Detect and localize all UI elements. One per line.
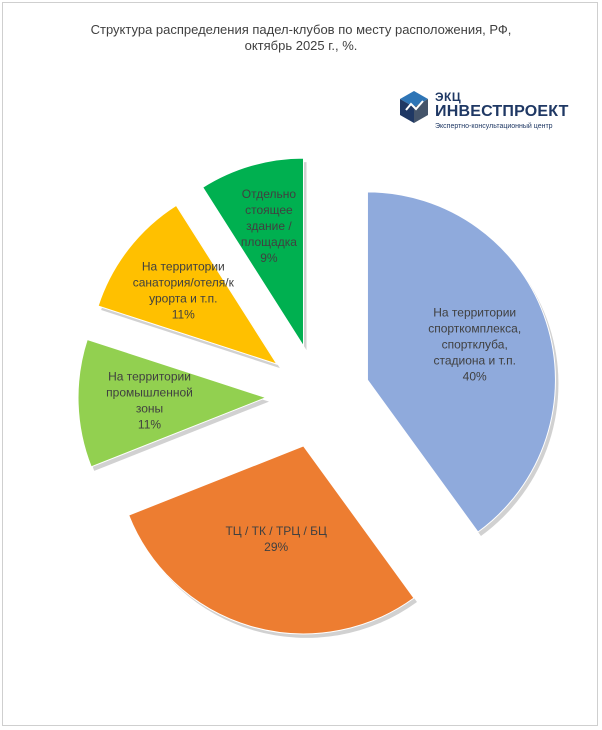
slice-label: урорта и т.п. — [149, 292, 217, 306]
slice-label: зоны — [136, 401, 163, 415]
slice-label: 40% — [463, 369, 487, 383]
logo-cube-icon — [400, 91, 428, 123]
company-logo: ЭКЦ ИНВЕСТПРОЕКТ Экспертно-консультацион… — [398, 90, 578, 134]
slice-label: санатория/отеля/к — [133, 276, 235, 290]
slice-label: стоящее — [245, 203, 293, 217]
slice-label: На территории — [433, 305, 516, 319]
logo-line-1: ЭКЦ — [435, 90, 462, 104]
slice-label: площадка — [241, 235, 297, 249]
pie-slice — [128, 445, 415, 635]
chart-title-line-2: октябрь 2025 г., %. — [244, 38, 358, 53]
slice-label: На территории — [108, 369, 191, 383]
pie-slice — [202, 157, 304, 348]
slice-label: На территории — [142, 260, 225, 274]
logo-line-3: Экспертно-консультационный центр — [435, 123, 553, 130]
slice-label: Отдельно — [242, 187, 297, 201]
slice-label: 11% — [138, 417, 161, 431]
slice-label: стадиона и т.п. — [433, 353, 515, 367]
pie-slice — [97, 204, 279, 366]
slice-label: 29% — [264, 540, 288, 554]
logo-line-2: ИНВЕСТПРОЕКТ — [435, 103, 569, 120]
slice-label: здание / — [246, 219, 292, 233]
slice-label: спортклуба, — [442, 337, 508, 351]
slice-label: 11% — [172, 308, 195, 322]
slice-label: ТЦ / ТК / ТРЦ / БЦ — [225, 524, 327, 538]
chart-title: Структура распределения падел-клубов по … — [0, 22, 602, 54]
slice-label: 9% — [260, 251, 278, 265]
pie-slice — [77, 338, 268, 468]
slice-label: промышленной — [106, 385, 193, 399]
slice-label: спорткомплекса, — [428, 321, 521, 335]
pie-slice — [366, 191, 556, 533]
chart-title-line-1: Структура распределения падел-клубов по … — [90, 22, 512, 37]
